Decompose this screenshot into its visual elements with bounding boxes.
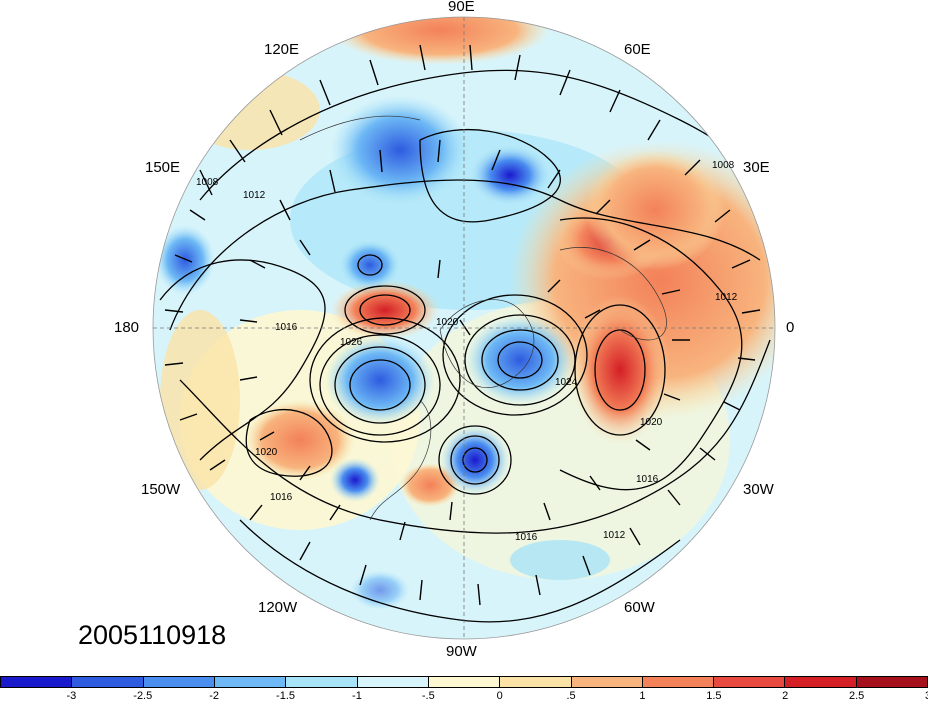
colorbar bbox=[0, 676, 928, 688]
colorbar-segment bbox=[714, 677, 786, 687]
timestamp-label: 2005110918 bbox=[78, 620, 227, 650]
graticule bbox=[152, 16, 776, 640]
colorbar-tick-label: 3 bbox=[925, 690, 928, 702]
contour-label: 1016 bbox=[270, 492, 293, 503]
colorbar-segment bbox=[1, 677, 73, 687]
lon-label-30e: 30E bbox=[743, 159, 770, 176]
colorbar-tick-label: .5 bbox=[566, 690, 576, 702]
contour-label: 1008 bbox=[196, 177, 219, 188]
contour-label: 1012 bbox=[243, 190, 266, 201]
contour-label: 1012 bbox=[715, 292, 738, 303]
colorbar-segment bbox=[143, 677, 215, 687]
contour-label: 1016 bbox=[636, 474, 659, 485]
colorbar-segment bbox=[286, 677, 358, 687]
lon-label-150w: 150W bbox=[141, 481, 181, 498]
colorbar-segment bbox=[785, 677, 857, 687]
colorbar-tick-label: -2.5 bbox=[133, 690, 153, 702]
colorbar-tick-label: -2 bbox=[209, 690, 220, 702]
contour-label: 1012 bbox=[603, 530, 626, 541]
colorbar-tick-label: 2 bbox=[782, 690, 789, 702]
colorbar-tick-label: 2.5 bbox=[848, 690, 865, 702]
contour-label: 1016 bbox=[275, 322, 298, 333]
colorbar-segment bbox=[214, 677, 287, 687]
lon-label-0: 0 bbox=[786, 319, 795, 336]
colorbar-segment bbox=[357, 677, 429, 687]
colorbar-tick-label: -.5 bbox=[421, 690, 435, 702]
colorbar-segment bbox=[642, 677, 715, 687]
lon-label-120w: 120W bbox=[258, 599, 298, 616]
colorbar-tick-label: 1 bbox=[639, 690, 646, 702]
contour-label: 1026 bbox=[340, 337, 363, 348]
colorbar-tick-label: 0 bbox=[496, 690, 503, 702]
lon-label-30w: 30W bbox=[743, 481, 774, 498]
lon-label-90w: 90W bbox=[446, 643, 477, 660]
colorbar-tick-label: 1.5 bbox=[706, 690, 722, 702]
colorbar-segment bbox=[500, 677, 572, 687]
colorbar-segment bbox=[856, 677, 928, 687]
colorbar-segment bbox=[571, 677, 643, 687]
lon-label-150e: 150E bbox=[145, 159, 181, 176]
contour-label: 1020 bbox=[436, 317, 459, 328]
contour-label: 1008 bbox=[712, 160, 735, 171]
contour-labels: 1008 1008 1012 1012 1012 1016 1016 1016 … bbox=[196, 160, 738, 543]
colorbar-tick-label: -1.5 bbox=[276, 690, 296, 702]
anomaly-field bbox=[153, 17, 775, 639]
colorbar-tick-label: -3 bbox=[66, 690, 77, 702]
lon-label-60w: 60W bbox=[624, 599, 655, 616]
lon-label-120e: 120E bbox=[264, 41, 300, 58]
lon-label-90e: 90E bbox=[448, 0, 475, 15]
lon-label-60e: 60E bbox=[624, 41, 651, 58]
contour-label: 1024 bbox=[555, 377, 578, 388]
colorbar-segment bbox=[72, 677, 144, 687]
wind-barbs bbox=[164, 44, 761, 606]
colorbar-segment bbox=[428, 677, 501, 687]
contour-label: 1020 bbox=[640, 417, 663, 428]
contour-label: 1016 bbox=[515, 532, 538, 543]
contour-label: 1020 bbox=[255, 447, 278, 458]
lon-label-180: 180 bbox=[114, 319, 140, 336]
colorbar-tick-label: -1 bbox=[352, 690, 362, 702]
